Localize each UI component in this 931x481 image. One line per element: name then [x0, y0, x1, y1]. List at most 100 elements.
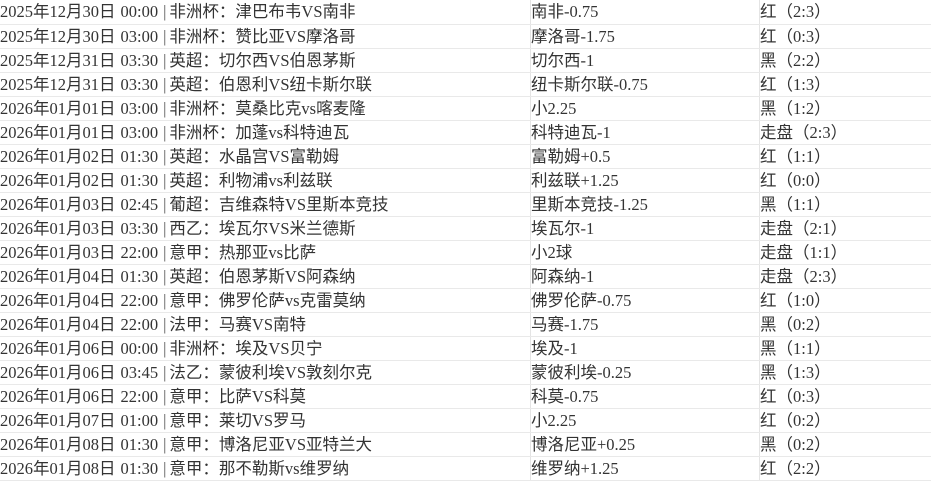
match-time: 01:00 [120, 410, 159, 430]
match-time: 03:00 [120, 26, 159, 46]
match-date: 2026年01月06日 [0, 338, 116, 358]
match-date: 2026年01月01日 [0, 122, 116, 142]
match-event-cell[interactable]: 2025年12月31日 03:30 | 英超：伯恩利VS纽卡斯尔联 [0, 72, 531, 97]
match-league: 英超： [169, 266, 219, 286]
table-row[interactable]: 2026年01月01日 03:00 | 非洲杯：莫桑比克vs喀麦隆 小2.25 黑（1:2… [0, 96, 931, 121]
table-row[interactable]: 2026年01月08日 01:30 | 意甲：博洛尼亚VS亚特兰大 博洛尼亚+0.25 黑… [0, 432, 931, 457]
field-separator: | [163, 410, 167, 430]
match-event-cell[interactable]: 2026年01月08日 01:30 | 意甲：那不勒斯vs维罗纳 [0, 456, 531, 481]
field-separator: | [163, 314, 167, 334]
match-event-cell[interactable]: 2025年12月30日 00:00 | 非洲杯：津巴布韦VS南非 [0, 0, 531, 25]
table-row[interactable]: 2026年01月06日 22:00 | 意甲：比萨VS科莫 科莫-0.75 红（0:3） [0, 384, 931, 409]
match-event-cell[interactable]: 2026年01月02日 01:30 | 英超：水晶宫VS富勒姆 [0, 144, 531, 169]
match-handicap-cell: 佛罗伦萨-0.75 [530, 288, 760, 313]
table-row[interactable]: 2026年01月01日 03:00 | 非洲杯：加蓬vs科特迪瓦 科特迪瓦-1 走盘（2:… [0, 120, 931, 145]
match-event-cell[interactable]: 2026年01月04日 22:00 | 法甲：马赛VS南特 [0, 312, 531, 337]
match-date: 2026年01月02日 [0, 170, 116, 190]
match-time: 22:00 [120, 386, 159, 406]
match-handicap-cell: 维罗纳+1.25 [530, 456, 760, 481]
match-teams: 埃及VS贝宁 [235, 338, 323, 358]
match-event-cell[interactable]: 2026年01月06日 22:00 | 意甲：比萨VS科莫 [0, 384, 531, 409]
match-event-cell[interactable]: 2026年01月04日 22:00 | 意甲：佛罗伦萨vs克雷莫纳 [0, 288, 531, 313]
match-time: 00:00 [120, 338, 159, 358]
match-teams: 水晶宫VS富勒姆 [218, 146, 339, 166]
table-row[interactable]: 2025年12月31日 03:30 | 英超：切尔西VS伯恩茅斯 切尔西-1 黑（2:2） [0, 48, 931, 73]
match-teams: 伯恩茅斯VS阿森纳 [218, 266, 356, 286]
match-teams: 马赛VS南特 [218, 314, 306, 334]
table-row[interactable]: 2025年12月30日 00:00 | 非洲杯：津巴布韦VS南非 南非-0.75 红（2:… [0, 0, 931, 25]
match-event-cell[interactable]: 2026年01月03日 03:30 | 西乙：埃瓦尔VS米兰德斯 [0, 216, 531, 241]
match-event-cell[interactable]: 2026年01月03日 22:00 | 意甲：热那亚vs比萨 [0, 240, 531, 265]
match-time: 01:30 [120, 170, 159, 190]
match-date: 2026年01月01日 [0, 98, 116, 118]
field-separator: | [163, 362, 167, 382]
match-result-cell: 走盘（2:3） [759, 264, 931, 289]
match-result-cell: 红（0:2） [759, 408, 931, 433]
table-row[interactable]: 2026年01月06日 03:45 | 法乙：蒙彼利埃VS敦刻尔克 蒙彼利埃-0.25 黑… [0, 360, 931, 385]
match-date: 2025年12月30日 [0, 26, 116, 46]
match-date: 2026年01月07日 [0, 410, 116, 430]
match-event-cell[interactable]: 2026年01月07日 01:00 | 意甲：莱切VS罗马 [0, 408, 531, 433]
table-row[interactable]: 2026年01月07日 01:00 | 意甲：莱切VS罗马 小2.25 红（0:2） [0, 408, 931, 433]
table-row[interactable]: 2026年01月08日 01:30 | 意甲：那不勒斯vs维罗纳 维罗纳+1.25 红（2… [0, 456, 931, 481]
table-row[interactable]: 2025年12月30日 03:00 | 非洲杯：赞比亚VS摩洛哥 摩洛哥-1.75 红（0… [0, 24, 931, 49]
match-event-cell[interactable]: 2026年01月06日 03:45 | 法乙：蒙彼利埃VS敦刻尔克 [0, 360, 531, 385]
match-teams: 埃瓦尔VS米兰德斯 [218, 218, 356, 238]
table-row[interactable]: 2026年01月02日 01:30 | 英超：利物浦vs利兹联 利兹联+1.25 红（0:… [0, 168, 931, 193]
match-teams: 加蓬vs科特迪瓦 [235, 122, 350, 142]
match-handicap-cell: 富勒姆+0.5 [530, 144, 760, 169]
match-result-cell: 走盘（2:3） [759, 120, 931, 145]
field-separator: | [163, 122, 167, 142]
field-separator: | [163, 386, 167, 406]
match-time: 01:30 [120, 434, 159, 454]
table-row[interactable]: 2026年01月04日 01:30 | 英超：伯恩茅斯VS阿森纳 阿森纳-1 走盘（2:3… [0, 264, 931, 289]
table-row[interactable]: 2026年01月03日 22:00 | 意甲：热那亚vs比萨 小2球 走盘（1:1） [0, 240, 931, 265]
match-event-cell[interactable]: 2026年01月01日 03:00 | 非洲杯：莫桑比克vs喀麦隆 [0, 96, 531, 121]
match-time: 03:30 [120, 50, 159, 70]
table-row[interactable]: 2026年01月04日 22:00 | 意甲：佛罗伦萨vs克雷莫纳 佛罗伦萨-0.75 红… [0, 288, 931, 313]
match-event-cell[interactable]: 2025年12月31日 03:30 | 英超：切尔西VS伯恩茅斯 [0, 48, 531, 73]
match-date: 2026年01月03日 [0, 194, 116, 214]
field-separator: | [163, 74, 167, 94]
table-row[interactable]: 2026年01月04日 22:00 | 法甲：马赛VS南特 马赛-1.75 黑（0:2） [0, 312, 931, 337]
match-league: 意甲： [169, 434, 219, 454]
field-separator: | [163, 266, 167, 286]
match-time: 03:45 [120, 362, 159, 382]
table-row[interactable]: 2026年01月03日 02:45 | 葡超：吉维森特VS里斯本竞技 里斯本竞技-1.2… [0, 192, 931, 217]
table-row[interactable]: 2026年01月06日 00:00 | 非洲杯：埃及VS贝宁 埃及-1 黑（1:1） [0, 336, 931, 361]
match-event-cell[interactable]: 2026年01月01日 03:00 | 非洲杯：加蓬vs科特迪瓦 [0, 120, 531, 145]
match-time: 03:30 [120, 218, 159, 238]
match-teams: 博洛尼亚VS亚特兰大 [218, 434, 372, 454]
match-date: 2026年01月06日 [0, 386, 116, 406]
match-teams: 佛罗伦萨vs克雷莫纳 [218, 290, 366, 310]
match-result-cell: 红（1:1） [759, 144, 931, 169]
match-event-cell[interactable]: 2026年01月03日 02:45 | 葡超：吉维森特VS里斯本竞技 [0, 192, 531, 217]
match-time: 03:30 [120, 74, 159, 94]
match-result-cell: 黑（1:1） [759, 336, 931, 361]
match-time: 03:00 [120, 98, 159, 118]
match-date: 2026年01月04日 [0, 314, 116, 334]
field-separator: | [163, 290, 167, 310]
match-result-cell: 黑（1:1） [759, 192, 931, 217]
match-event-cell[interactable]: 2026年01月04日 01:30 | 英超：伯恩茅斯VS阿森纳 [0, 264, 531, 289]
match-event-cell[interactable]: 2026年01月08日 01:30 | 意甲：博洛尼亚VS亚特兰大 [0, 432, 531, 457]
match-time: 22:00 [120, 314, 159, 334]
table-row[interactable]: 2026年01月02日 01:30 | 英超：水晶宫VS富勒姆 富勒姆+0.5 红（1:1… [0, 144, 931, 169]
match-handicap-cell: 纽卡斯尔联-0.75 [530, 72, 760, 97]
match-time: 22:00 [120, 290, 159, 310]
match-event-cell[interactable]: 2025年12月30日 03:00 | 非洲杯：赞比亚VS摩洛哥 [0, 24, 531, 49]
match-league: 非洲杯： [169, 338, 236, 358]
match-league: 西乙： [169, 218, 219, 238]
match-teams: 蒙彼利埃VS敦刻尔克 [218, 362, 372, 382]
match-teams: 伯恩利VS纽卡斯尔联 [218, 74, 372, 94]
match-league: 英超： [169, 146, 219, 166]
match-handicap-cell: 切尔西-1 [530, 48, 760, 73]
match-event-cell[interactable]: 2026年01月06日 00:00 | 非洲杯：埃及VS贝宁 [0, 336, 531, 361]
match-handicap-cell: 科特迪瓦-1 [530, 120, 760, 145]
table-row[interactable]: 2025年12月31日 03:30 | 英超：伯恩利VS纽卡斯尔联 纽卡斯尔联-0.75… [0, 72, 931, 97]
match-result-cell: 走盘（1:1） [759, 240, 931, 265]
match-league: 法乙： [169, 362, 219, 382]
match-event-cell[interactable]: 2026年01月02日 01:30 | 英超：利物浦vs利兹联 [0, 168, 531, 193]
table-row[interactable]: 2026年01月03日 03:30 | 西乙：埃瓦尔VS米兰德斯 埃瓦尔-1 走盘（2:1… [0, 216, 931, 241]
